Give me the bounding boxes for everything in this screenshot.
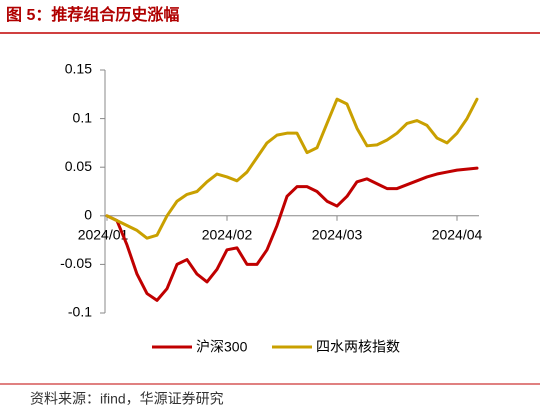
y-tick-label: 0.05 [65, 158, 92, 174]
legend-label: 沪深300 [196, 339, 248, 355]
x-tick-label: 2024/01 [78, 227, 129, 243]
y-tick-label: 0 [84, 207, 92, 223]
y-tick-label: -0.05 [60, 255, 92, 271]
x-tick-label: 2024/02 [202, 227, 253, 243]
x-tick-label: 2024/04 [432, 227, 483, 243]
y-tick-label: 0.15 [65, 61, 92, 77]
title: 图 5：推荐组合历史涨幅 [6, 5, 179, 24]
legend-label: 四水两核指数 [316, 339, 400, 355]
series-line [105, 97, 479, 240]
x-tick-label: 2024/03 [312, 227, 363, 243]
series-line [105, 166, 479, 302]
y-tick-label: 0.1 [73, 109, 93, 125]
source: 资料来源：ifind，华源证券研究 [30, 391, 224, 407]
y-tick-label: -0.1 [68, 304, 92, 320]
